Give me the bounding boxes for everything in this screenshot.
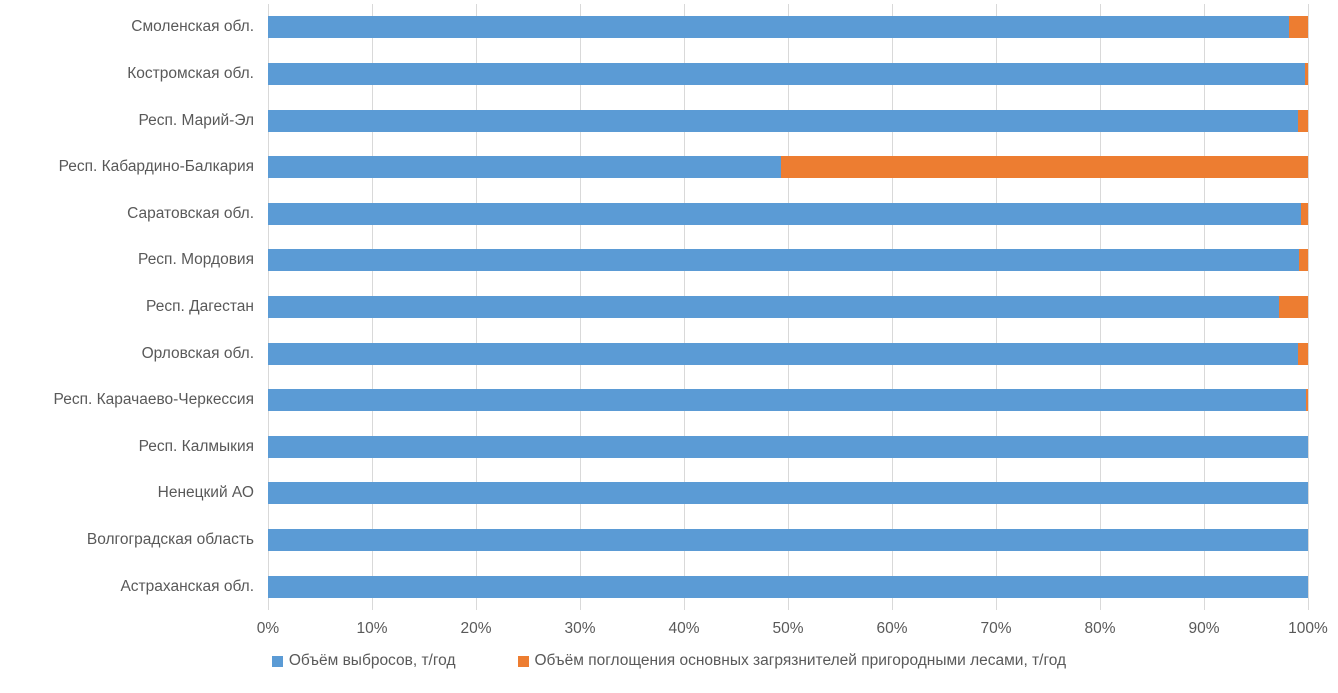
emissions-swatch-icon [271,655,283,667]
legend-item-emissions: Объём выбросов, т/год [271,652,456,670]
legend-label-absorption: Объём поглощения основных загрязнителей … [534,652,1067,669]
bar-segment-emissions [268,202,1301,225]
bar-row: Ненецкий АО [0,470,1308,517]
bar-segment-emissions [268,295,1279,318]
bar-segment-absorption [1300,202,1308,225]
bar-segment-absorption [1305,389,1308,412]
bar-segment-emissions [268,156,781,179]
bar-segment-emissions [268,389,1306,412]
plot-area: Смоленская обл. Костромская обл. Респ. Мар… [0,4,1308,610]
bar-row: Респ. Калмыкия [0,423,1308,470]
bar-row: Саратовская обл. [0,190,1308,237]
category-label: Респ. Калмыкия [138,437,254,455]
bar-track [268,16,1308,39]
category-label: Костромская обл. [127,64,254,82]
bar-segment-emissions [268,342,1298,365]
bar-track [268,62,1308,85]
bar-row: Астраханская обл. [0,563,1308,610]
category-label: Саратовская обл. [127,204,254,222]
x-tick-label: 30% [564,620,596,637]
x-tick-label: 0% [256,620,280,637]
x-tick-label: 100% [1288,620,1328,637]
bar-track [268,389,1308,412]
x-tick-label: 70% [980,620,1012,637]
bar-segment-emissions [268,435,1308,458]
bar-segment-absorption [1304,62,1308,85]
gridline [1307,4,1309,610]
x-tick-label: 50% [772,620,804,637]
x-tick-label: 90% [1188,620,1220,637]
bar-row: Волгоградская область [0,517,1308,564]
bar-track [268,529,1308,551]
bar-segment-emissions [268,482,1308,505]
bar-row: Респ. Дагестан [0,284,1308,331]
bar-segment-emissions [268,62,1305,85]
category-label: Орловская обл. [141,344,254,362]
bar-segment-emissions [268,529,1308,551]
legend: Объём выбросов, т/год Объём поглощения о… [0,652,1338,670]
bar-row: Респ. Кабардино-Балкария [0,144,1308,191]
bar-segment-emissions [268,575,1308,598]
bar-row: Костромская обл. [0,51,1308,98]
x-tick-label: 10% [356,620,388,637]
bar-track [268,342,1308,365]
bar-segment-absorption [780,156,1308,179]
category-label: Респ. Карачаево-Черкессия [53,391,254,409]
bar-row: Смоленская обл. [0,4,1308,51]
bar-track [268,575,1308,598]
x-tick-label: 40% [668,620,700,637]
bar-segment-absorption [1298,249,1308,272]
bar-track [268,482,1308,505]
bar-segment-emissions [268,109,1298,132]
category-label: Респ. Мордовия [138,251,254,269]
bar-segment-absorption [1297,342,1308,365]
bar-track [268,295,1308,318]
legend-label-emissions: Объём выбросов, т/год [288,652,456,669]
absorption-swatch-icon [517,655,529,667]
bar-track [268,249,1308,272]
bar-track [268,435,1308,458]
category-label: Респ. Кабардино-Балкария [58,158,254,176]
bar-track [268,202,1308,225]
x-tick-label: 60% [876,620,908,637]
bar-segment-absorption [1278,295,1308,318]
x-tick-label: 80% [1084,620,1116,637]
bar-segment-emissions [268,249,1299,272]
legend-item-absorption: Объём поглощения основных загрязнителей … [517,652,1067,670]
bar-segment-emissions [268,16,1290,39]
category-label: Астраханская обл. [120,577,254,595]
category-label: Респ. Дагестан [146,297,254,315]
bar-row: Респ. Карачаево-Черкессия [0,377,1308,424]
bar-row: Респ. Мордовия [0,237,1308,284]
category-label: Волгоградская область [86,531,254,548]
x-axis: 0% 10% 20% 30% 40% 50% 60% 70% 80% 90% 100% [257,620,1328,640]
bar-track [268,156,1308,179]
bar-row: Респ. Марий-Эл [0,97,1308,144]
bar-segment-absorption [1297,109,1308,132]
category-label: Ненецкий АО [157,484,254,502]
bar-track [268,109,1308,132]
x-tick-label: 20% [460,620,492,637]
bar-row: Орловская обл. [0,330,1308,377]
category-label: Респ. Марий-Эл [138,111,254,129]
bar-segment-absorption [1289,16,1308,39]
category-label: Смоленская обл. [131,18,254,36]
